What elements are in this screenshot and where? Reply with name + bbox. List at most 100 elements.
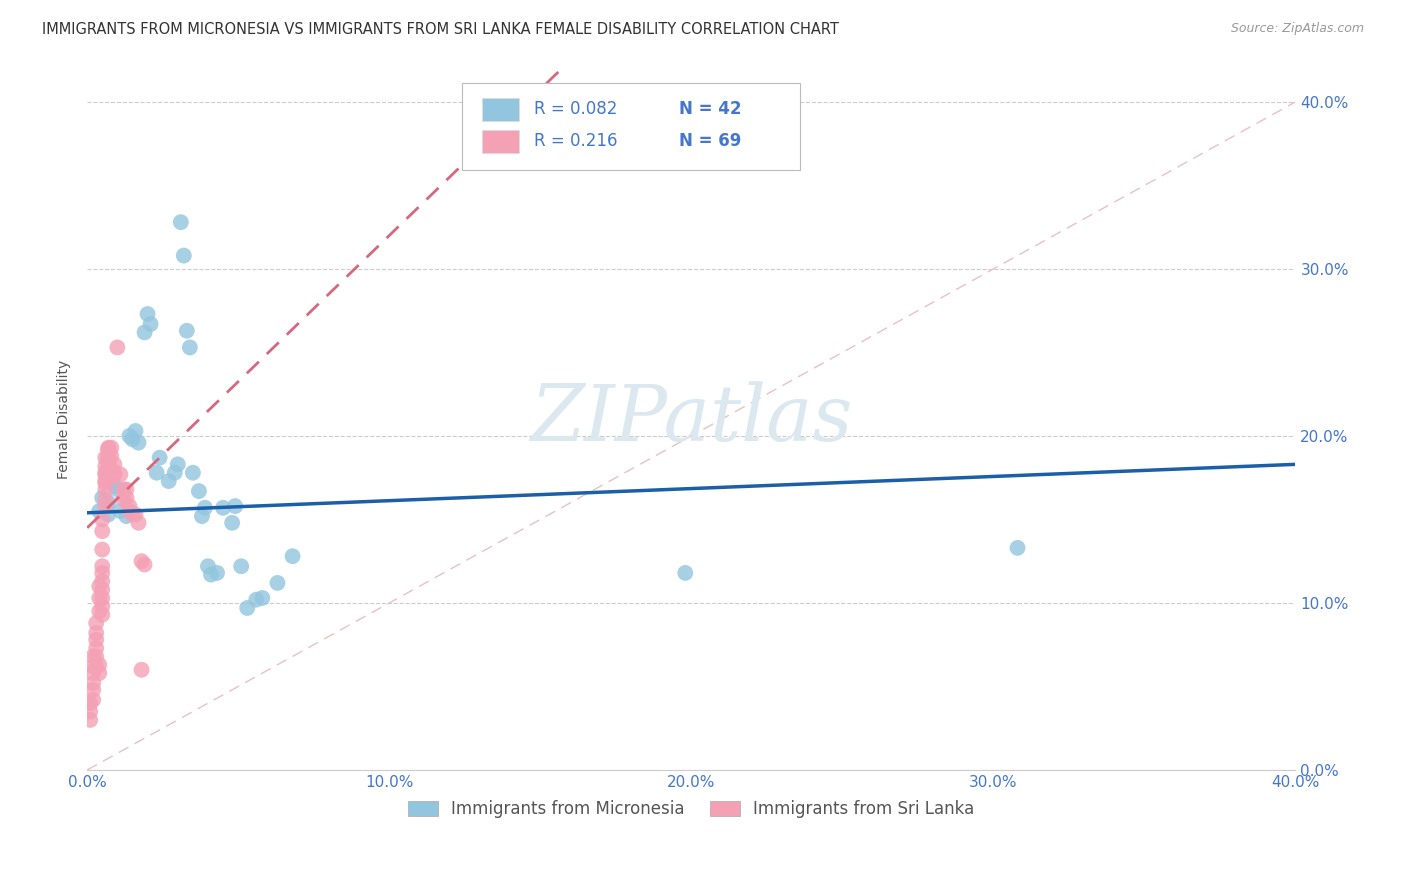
Legend: Immigrants from Micronesia, Immigrants from Sri Lanka: Immigrants from Micronesia, Immigrants f… <box>402 794 981 825</box>
Point <box>91 512 114 526</box>
Point <box>91 574 114 589</box>
Point <box>157 474 180 488</box>
Point <box>200 567 222 582</box>
Point <box>221 516 243 530</box>
Point <box>163 466 186 480</box>
Point <box>110 504 132 518</box>
Point <box>197 559 219 574</box>
Point <box>84 641 107 656</box>
Text: N = 42: N = 42 <box>679 100 742 118</box>
Point <box>97 441 120 455</box>
Point <box>103 467 125 482</box>
Point <box>84 615 107 630</box>
Point <box>91 599 114 614</box>
Point <box>100 441 122 455</box>
Point <box>131 663 153 677</box>
Point <box>205 566 228 580</box>
Point <box>89 579 111 593</box>
Point <box>179 341 201 355</box>
Point <box>112 483 135 497</box>
Point <box>94 499 117 513</box>
Point <box>281 549 304 564</box>
Point <box>100 471 122 485</box>
Point <box>231 559 253 574</box>
Point <box>128 516 150 530</box>
Point <box>191 509 214 524</box>
Point <box>84 649 107 664</box>
Point <box>118 499 141 513</box>
Point <box>173 249 195 263</box>
Point <box>112 492 135 507</box>
Point <box>97 508 120 522</box>
Point <box>103 466 125 480</box>
Point <box>252 591 274 605</box>
Point <box>82 666 104 681</box>
Point <box>97 450 120 465</box>
Point <box>103 479 125 493</box>
Point <box>82 682 104 697</box>
Point <box>97 450 120 465</box>
Point <box>131 554 153 568</box>
Point <box>134 558 156 572</box>
Point <box>110 467 132 482</box>
Point <box>97 442 120 457</box>
Point <box>103 458 125 472</box>
Point <box>97 449 120 463</box>
Point <box>139 317 162 331</box>
Point <box>79 713 101 727</box>
Point <box>118 429 141 443</box>
Point <box>82 649 104 664</box>
Point <box>224 499 246 513</box>
Point <box>124 508 146 522</box>
Point <box>170 215 193 229</box>
Text: R = 0.082: R = 0.082 <box>534 100 617 118</box>
Point <box>236 601 259 615</box>
Point <box>128 435 150 450</box>
Point <box>84 632 107 647</box>
Point <box>194 500 217 515</box>
Point <box>84 626 107 640</box>
Point <box>89 604 111 618</box>
Point <box>91 582 114 597</box>
Point <box>115 491 138 505</box>
Point <box>89 666 111 681</box>
Point <box>100 466 122 480</box>
Text: ZIPatlas: ZIPatlas <box>530 381 852 458</box>
Point <box>79 705 101 719</box>
Point <box>266 576 288 591</box>
Point <box>145 466 167 480</box>
Point <box>94 450 117 465</box>
Point <box>118 504 141 518</box>
Point <box>212 500 235 515</box>
Point <box>94 458 117 473</box>
Point <box>103 467 125 482</box>
Point <box>105 341 128 355</box>
Point <box>97 496 120 510</box>
Point <box>91 542 114 557</box>
Point <box>82 676 104 690</box>
Point <box>94 492 117 507</box>
Point <box>91 566 114 580</box>
Point <box>91 559 114 574</box>
Point <box>134 326 156 340</box>
Point <box>166 458 188 472</box>
Text: N = 69: N = 69 <box>679 132 741 150</box>
Point <box>94 467 117 482</box>
Point <box>94 475 117 490</box>
Point <box>115 483 138 497</box>
Point <box>115 509 138 524</box>
Point <box>97 458 120 473</box>
Point <box>91 607 114 622</box>
Text: IMMIGRANTS FROM MICRONESIA VS IMMIGRANTS FROM SRI LANKA FEMALE DISABILITY CORREL: IMMIGRANTS FROM MICRONESIA VS IMMIGRANTS… <box>42 22 839 37</box>
FancyBboxPatch shape <box>461 83 800 170</box>
Point <box>105 483 128 497</box>
Text: Source: ZipAtlas.com: Source: ZipAtlas.com <box>1230 22 1364 36</box>
Point <box>79 696 101 710</box>
Point <box>100 449 122 463</box>
Point <box>91 591 114 605</box>
FancyBboxPatch shape <box>482 98 519 121</box>
Point <box>94 474 117 488</box>
Point <box>187 484 209 499</box>
Point <box>94 483 117 497</box>
Point <box>181 466 204 480</box>
